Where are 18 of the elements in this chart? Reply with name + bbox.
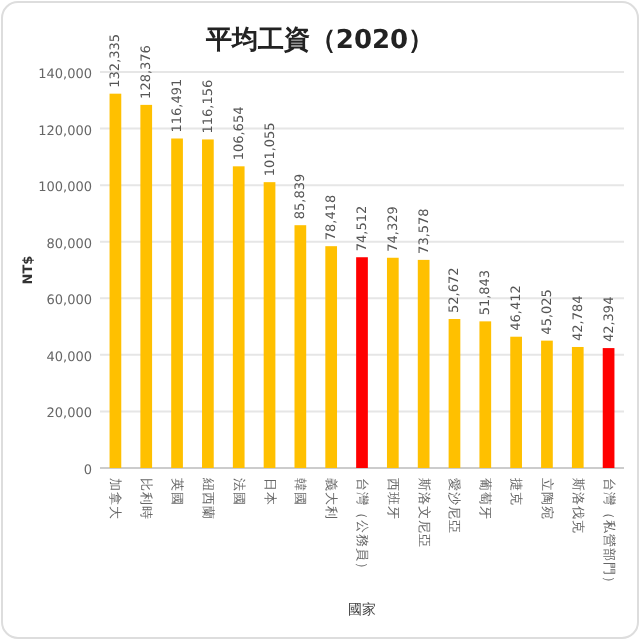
bar [325,246,338,468]
bar [171,138,183,468]
bar [479,321,492,468]
bar [140,104,153,468]
chart-title: 平均工資（2020） [203,26,435,56]
bar [202,139,214,468]
bar [294,225,307,468]
bar [541,340,553,468]
bar [602,348,615,468]
bar [386,257,399,468]
bar [109,93,122,468]
bar [263,182,276,468]
bar [571,346,584,468]
bar [417,259,430,468]
bar [232,166,245,468]
bar [510,336,522,468]
bar [356,257,368,468]
bar [448,319,461,468]
